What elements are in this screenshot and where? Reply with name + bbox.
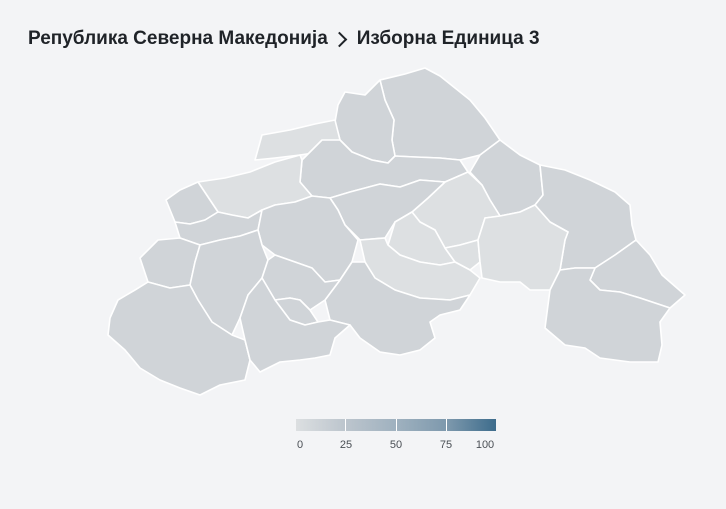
- legend-segment: [396, 419, 447, 431]
- legend-tick-label: 0: [296, 439, 304, 451]
- legend-ticks: 0 25 50 75 100: [296, 439, 496, 455]
- municipality-region[interactable]: [239, 277, 351, 373]
- legend-segment: [446, 419, 496, 431]
- municipality-region[interactable]: [379, 67, 501, 161]
- map-container: [107, 67, 686, 396]
- legend-segment: [296, 419, 347, 431]
- municipality-region[interactable]: [107, 281, 251, 396]
- legend-tick-label: 25: [339, 439, 353, 451]
- breadcrumb-country-link[interactable]: Република Северна Македонија: [28, 28, 328, 49]
- electoral-unit-map: [107, 67, 686, 396]
- municipality-region[interactable]: [324, 261, 471, 356]
- municipality-region[interactable]: [544, 267, 671, 363]
- legend-tick-label: 100: [475, 439, 495, 451]
- breadcrumb: Република Северна Македонија Изборна Еди…: [28, 28, 540, 50]
- color-legend: 0 25 50 75 100: [296, 419, 496, 455]
- legend-segment: [346, 419, 397, 431]
- municipality-region[interactable]: [477, 204, 569, 291]
- legend-tick-label: 50: [389, 439, 403, 451]
- legend-color-bar: [296, 419, 496, 431]
- legend-tick-label: 75: [439, 439, 453, 451]
- breadcrumb-current-unit: Изборна Единица 3: [356, 28, 540, 49]
